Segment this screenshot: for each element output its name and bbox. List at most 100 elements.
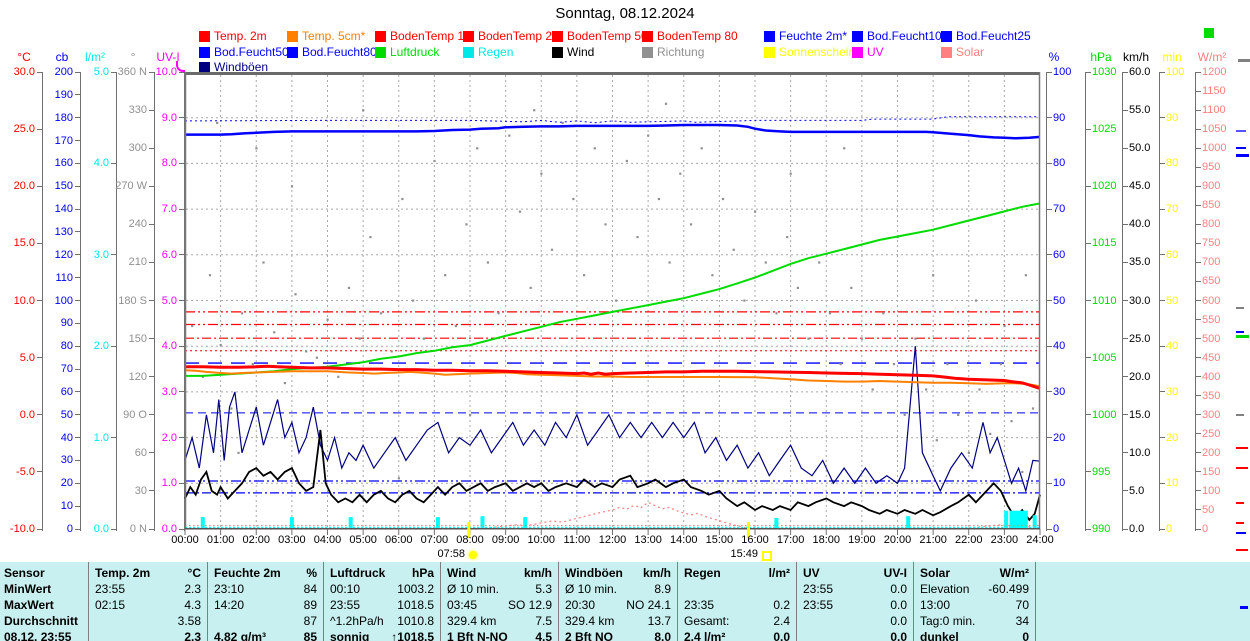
axis-tick: [1196, 185, 1201, 187]
cell-value: NO 24.1: [626, 598, 671, 612]
axis-tick-label: 100: [54, 294, 73, 307]
axis-tick-label: 55.0: [1129, 104, 1151, 117]
axis-tick-label: 60: [1166, 248, 1179, 261]
table-row-label: Sensor: [4, 566, 45, 580]
table-separator: [207, 562, 208, 641]
axis-tick-label: 7.0: [161, 203, 177, 216]
axis-tick: [149, 376, 154, 378]
cell-label: Gesamt:: [684, 614, 730, 628]
axis-tick: [1123, 261, 1128, 263]
rain-bar: [1020, 510, 1025, 529]
axis-tick-label: 140: [54, 203, 73, 216]
cell-label: Ø 10 min.: [565, 582, 618, 596]
axis-tick: [1196, 147, 1201, 149]
table-cell: 87: [207, 614, 323, 630]
axis-tick-label: 150: [1202, 465, 1221, 478]
x-hour-label: 14:00: [669, 534, 698, 546]
edge-mark: [1236, 331, 1244, 333]
axis-tick-label: 60: [134, 446, 147, 459]
axis-line-kmh: [1122, 72, 1123, 531]
axis-tick-label: 45.0: [1129, 180, 1151, 193]
axis-tick-label: 130: [54, 225, 73, 238]
axis-tick: [1047, 391, 1052, 393]
sun-event-tick: [747, 522, 750, 538]
axis-tick: [1196, 338, 1201, 340]
table-cell: Gesamt: 2.4: [677, 614, 796, 630]
axis-tick-label: 60: [1053, 248, 1066, 261]
x-hour-label: 19:00: [848, 534, 876, 546]
cell-label: 02:15: [95, 598, 126, 612]
axis-tick: [75, 300, 80, 301]
axis-tick: [1196, 490, 1201, 492]
axis-tick-label: 30: [134, 484, 147, 497]
axis-tick-label: 1025: [1092, 123, 1117, 136]
cell-label: 23:55: [803, 598, 834, 612]
x-hour-label: 02:00: [242, 534, 271, 546]
stats-table: Sensor MinWert MaxWert Durchschnitt 08.12. 2…: [0, 562, 1250, 641]
edge-mark: [1236, 414, 1244, 416]
rain-bar: [435, 517, 440, 529]
axis-tick: [1123, 528, 1128, 530]
axis-tick: [1123, 414, 1128, 416]
cell-label: 23:55: [95, 582, 126, 596]
legend-label: BodenTemp 25: [478, 29, 559, 43]
axis-tick: [1196, 528, 1201, 530]
axis-line-wm2: [1195, 72, 1196, 531]
axis-tick: [37, 185, 42, 187]
axis-tick-label: 0: [1166, 523, 1173, 535]
axis-tick: [1047, 528, 1052, 530]
axis-tick-label: 30.0: [13, 66, 35, 78]
table-col-header-regen: Regen l/m²: [677, 566, 796, 582]
x-hour-label: 23:00: [990, 534, 1019, 546]
axis-tick-label: 60: [60, 385, 73, 398]
rain-bar: [1013, 510, 1018, 529]
legend-label: Sonnenschein: [779, 44, 856, 59]
series-wind: [184, 429, 1041, 522]
axis-tick: [1086, 71, 1091, 73]
x-hour-label: 08:00: [456, 534, 484, 546]
table-cell: Ø 10 min. 8.9: [558, 582, 677, 598]
axis-header-pct: %: [1048, 50, 1060, 64]
axis-tick-label: 995: [1092, 465, 1111, 478]
axis-tick-label: 990: [1092, 523, 1111, 535]
table-cell: 13:00 70: [913, 598, 1035, 614]
axis-tick: [1086, 414, 1091, 416]
axis-tick: [1196, 357, 1201, 359]
axis-tick-label: 700: [1202, 256, 1221, 269]
axis-tick: [1123, 376, 1128, 378]
axis-tick-label: 160: [54, 157, 73, 170]
x-hour-label: 18:00: [812, 534, 841, 546]
sunrise-sun-icon: [469, 551, 477, 559]
cell-value: 34: [1015, 614, 1029, 628]
col-header-unit: km/h: [642, 566, 671, 580]
axis-tick-label: 30: [1053, 385, 1066, 398]
x-hour-label: 09:00: [491, 534, 520, 546]
axis-tick: [75, 528, 80, 530]
table-cell: Ø 10 min. 5.3: [440, 582, 558, 598]
axis-tick-label: 1010: [1092, 294, 1117, 307]
cell-label: ^1.2hPa/h: [330, 614, 384, 628]
axis-tick-label: 1.0: [161, 477, 177, 490]
table-cell: dunkel 0: [913, 630, 1035, 641]
axis-tick: [111, 528, 116, 530]
axis-tick-label: 10: [1053, 477, 1066, 490]
rain-bar: [1023, 510, 1028, 529]
rain-bar: [1016, 510, 1021, 529]
axis-tick-label: 40.0: [1129, 218, 1151, 231]
axis-tick: [179, 208, 184, 210]
cell-label: dunkel: [920, 630, 959, 641]
cell-value: 8.0: [654, 630, 671, 641]
axis-line-uvi: [184, 72, 185, 531]
axis-tick: [75, 368, 80, 370]
table-cell: 1 Bft N-NO 4.5: [440, 630, 558, 641]
axis-tick: [75, 254, 80, 256]
cell-label: Ø 10 min.: [447, 582, 500, 596]
axis-tick: [1196, 128, 1201, 130]
cell-value: 13.7: [647, 614, 671, 628]
axis-tick-label: 10: [1166, 477, 1179, 490]
edge-mark: [1236, 154, 1249, 157]
table-cell: 0.0: [796, 614, 913, 630]
axis-tick: [1196, 242, 1201, 244]
cell-value: -60.499: [988, 582, 1029, 596]
legend-label: Luftdruck: [390, 44, 440, 59]
